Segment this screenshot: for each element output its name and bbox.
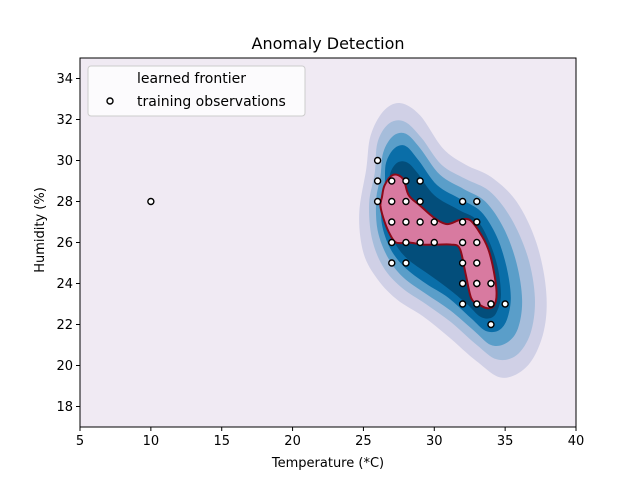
training-observation-point <box>388 238 396 247</box>
training-observation-point <box>416 197 424 206</box>
training-observation-point <box>458 259 467 267</box>
y-tick-label: 30 <box>56 154 73 169</box>
training-observation-point <box>416 177 424 185</box>
training-observation-point <box>388 177 396 185</box>
y-axis-label: Humidity (%) <box>33 187 48 273</box>
training-observation-point <box>458 197 467 206</box>
training-observation-point <box>416 238 424 247</box>
y-tick-label: 22 <box>56 318 73 333</box>
training-observation-point <box>473 300 481 308</box>
training-observation-point <box>402 259 410 267</box>
training-observation-point <box>487 320 495 329</box>
training-observation-point <box>388 259 396 267</box>
training-observation-point <box>430 218 438 226</box>
training-observation-point <box>402 197 410 206</box>
training-observation-point <box>147 197 155 206</box>
training-observation-point <box>487 279 495 288</box>
x-tick-label: 5 <box>76 434 84 449</box>
training-observation-point <box>487 300 495 308</box>
plot-area <box>79 57 577 428</box>
legend-marker-observations <box>106 97 114 105</box>
y-tick-label: 26 <box>56 236 73 251</box>
y-tick-label: 20 <box>56 359 73 374</box>
training-observation-point <box>388 197 396 206</box>
legend-label: training observations <box>137 94 286 110</box>
x-tick-label: 40 <box>568 434 585 449</box>
x-tick-label: 10 <box>143 434 160 449</box>
chart-title: Anomaly Detection <box>252 34 405 53</box>
training-observation-point <box>388 218 396 226</box>
training-observation-point <box>501 300 509 308</box>
training-observation-point <box>473 197 481 206</box>
x-tick-label: 25 <box>355 434 372 449</box>
training-observation-point <box>402 177 410 185</box>
legend-box <box>87 65 306 117</box>
training-observation-point <box>416 218 424 226</box>
training-observation-point <box>473 279 481 288</box>
training-observation-point <box>373 156 382 165</box>
training-observation-point <box>402 218 410 226</box>
x-tick-label: 15 <box>213 434 230 449</box>
training-observation-point <box>430 238 438 247</box>
training-observation-point <box>458 218 467 226</box>
x-tick-label: 35 <box>497 434 514 449</box>
y-tick-label: 32 <box>56 113 73 128</box>
y-tick-label: 18 <box>56 400 73 415</box>
x-tick-label: 20 <box>284 434 301 449</box>
training-observation-point <box>458 279 467 288</box>
training-observation-point <box>458 238 467 247</box>
y-tick-label: 28 <box>56 195 73 210</box>
y-tick-label: 34 <box>56 72 73 87</box>
x-axis: 5 10 15 20 25 30 35 40 <box>76 427 584 449</box>
training-observation-point <box>473 259 481 267</box>
training-observation-point <box>458 300 467 308</box>
y-axis: 18 20 22 24 26 28 30 32 34 <box>56 72 80 415</box>
legend-label: learned frontier <box>137 71 246 87</box>
training-observation-point <box>402 238 410 247</box>
x-axis-label: Temperature (*C) <box>271 456 384 471</box>
x-tick-label: 30 <box>426 434 443 449</box>
training-observation-point <box>473 218 481 226</box>
training-observation-point <box>373 197 382 206</box>
y-tick-label: 24 <box>56 277 73 292</box>
legend: learned frontier training observations <box>87 65 306 117</box>
training-observation-point <box>473 238 481 247</box>
training-observation-point <box>373 177 382 185</box>
